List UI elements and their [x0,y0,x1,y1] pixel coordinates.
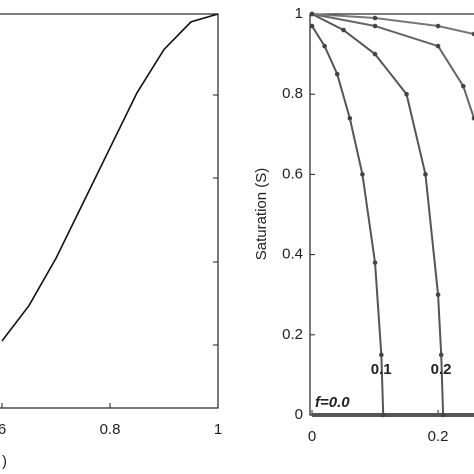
point [404,91,409,97]
point [435,292,441,298]
series-label: 0.1 [371,361,392,378]
point [334,71,340,77]
point [309,11,315,17]
series-label: f=0.0 [315,394,350,411]
series-label: 0.2 [431,361,452,378]
series-line [311,25,385,416]
x-tick-label: 0 [308,428,316,445]
point [347,115,353,121]
series-line [311,13,474,36]
y-tick-label: 0.8 [282,85,303,102]
point [341,27,346,33]
point [360,172,365,177]
point [322,43,327,49]
point [423,172,428,177]
y-tick-label: 1 [295,5,303,22]
point [435,43,441,49]
y-tick-label: 0.4 [282,246,303,263]
left-frame [0,13,219,409]
y-tick-label: 0 [295,406,303,423]
x-tick-label: 1 [214,421,222,438]
point [471,115,474,121]
x-tick-label: 0.2 [428,428,449,445]
x-tick-label: 0.8 [100,421,121,438]
point [471,31,474,37]
series-line [311,13,445,416]
point [440,412,446,418]
point [309,23,315,29]
point [372,260,378,265]
point [380,412,386,418]
x-axis-label: ) [2,453,7,470]
point [438,352,444,358]
point [435,23,441,29]
y-tick-label: 0.6 [282,165,303,182]
point [460,83,466,89]
x-tick-label: 6 [0,421,6,438]
point [372,15,378,21]
y-axis-label: Saturation (S) [253,168,270,261]
y-tick-label: 0.2 [282,326,303,343]
point [379,352,384,358]
point [372,23,378,29]
series-line [1,13,219,342]
point [372,51,378,57]
